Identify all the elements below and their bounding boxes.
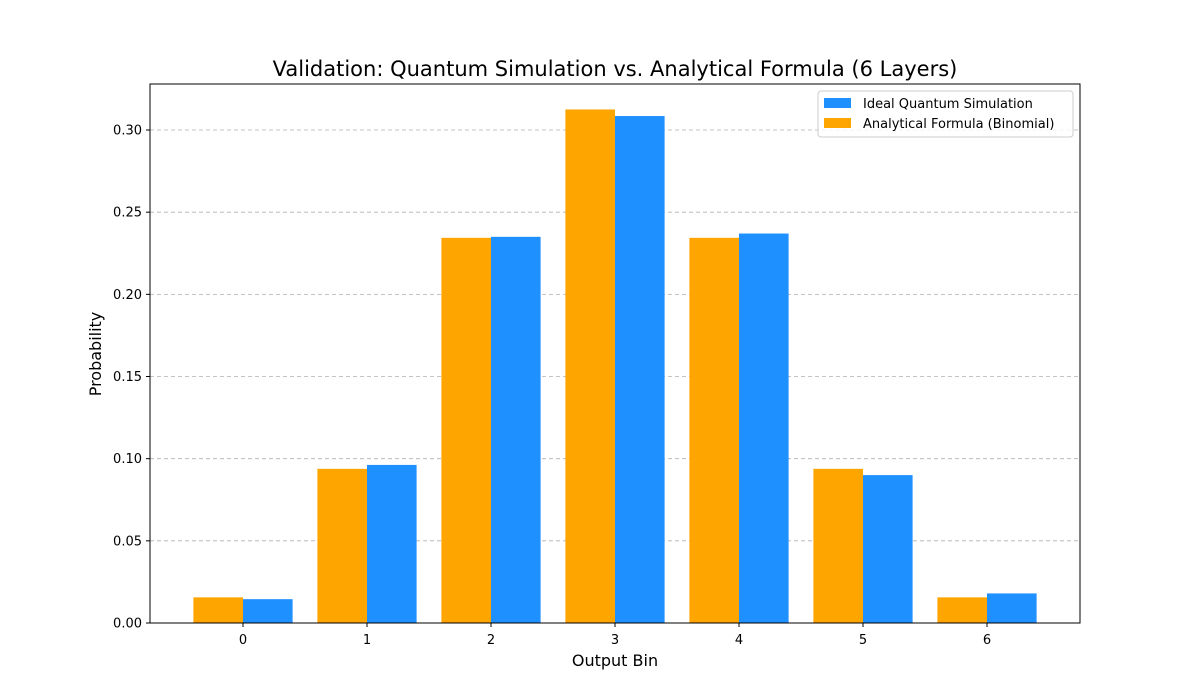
bar-quantum-6 [987,593,1037,623]
legend-swatch [824,98,851,108]
y-tick-label: 0.15 [113,370,142,385]
x-tick-label: 0 [239,633,247,648]
x-tick-label: 5 [859,633,867,648]
bar-quantum-1 [367,464,417,623]
legend-label: Analytical Formula (Binomial) [863,117,1054,132]
legend: Ideal Quantum Simulation Analytical Formu… [817,90,1074,138]
legend-swatch [824,118,851,128]
y-tick-label: 0.05 [113,534,142,549]
y-tick-label: 0.25 [113,206,142,221]
bar-quantum-2 [491,236,541,623]
bar-analytical-6 [937,597,987,623]
bar-analytical-4 [689,237,739,623]
legend-box [817,90,1074,138]
bar-analytical-5 [813,468,863,623]
x-tick-label: 4 [735,633,743,648]
ticks: 0.00 0.05 0.10 0.15 0.20 0.25 0.30 0 1 2 3 4 5 6 [113,124,991,648]
bars [193,109,1037,624]
y-tick-label: 0.00 [113,617,142,632]
bar-quantum-4 [739,233,789,624]
bar-quantum-3 [615,116,665,624]
y-tick-label: 0.20 [113,288,142,303]
y-tick-label: 0.30 [113,124,142,139]
x-tick-label: 1 [363,633,371,648]
y-tick-label: 0.10 [113,452,142,467]
bar-quantum-0 [243,599,293,623]
bar-quantum-5 [863,475,913,623]
y-axis-label: Probability [86,312,105,397]
x-axis-label: Output Bin [572,651,658,670]
legend-label: Ideal Quantum Simulation [863,97,1033,112]
x-tick-label: 3 [611,633,619,648]
bar-analytical-2 [441,237,491,623]
x-tick-label: 6 [983,633,991,648]
x-tick-label: 2 [487,633,495,648]
bar-analytical-1 [317,468,367,623]
chart-title: Validation: Quantum Simulation vs. Analy… [273,57,958,81]
bar-analytical-0 [193,597,243,623]
bar-analytical-3 [565,109,615,623]
